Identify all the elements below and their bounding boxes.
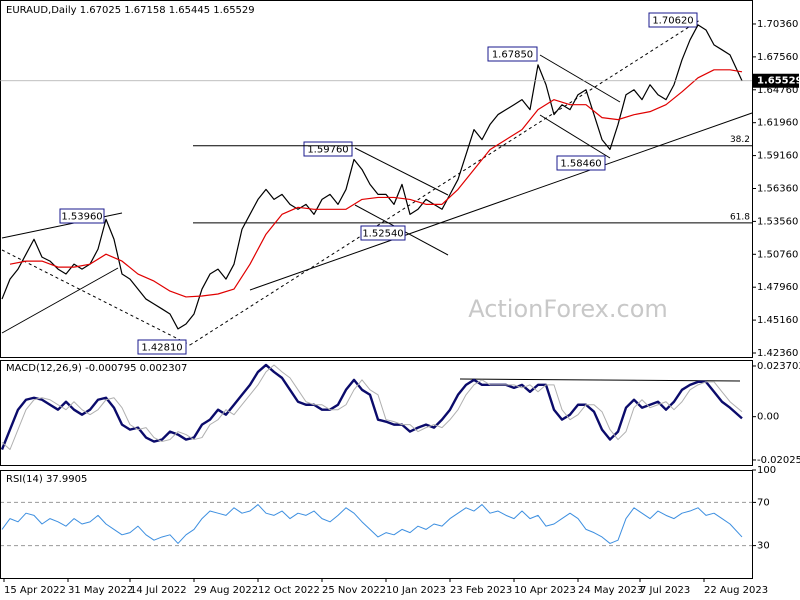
trend-line	[249, 112, 753, 291]
series-line	[1, 24, 743, 330]
panel-title: MACD(12,26,9) -0.000795 0.002307	[6, 363, 187, 374]
price-panel	[0, 0, 753, 358]
annotation-box	[137, 339, 187, 355]
x-tick-label: 23 Feb 2023	[450, 585, 512, 596]
x-tick-label: 10 Jan 2023	[386, 585, 446, 596]
x-tick-label: 24 May 2023	[578, 585, 643, 596]
annotation-box	[556, 155, 606, 171]
trend-line	[1, 249, 191, 346]
annotation-box	[59, 208, 105, 224]
x-tick-label: 7 Jul 2023	[640, 585, 690, 596]
y-tick-label: 1.42360	[757, 348, 798, 359]
y-tick-label: 1.70360	[757, 19, 798, 30]
y-tick-label: 0.00	[757, 412, 779, 423]
series-line	[1, 364, 743, 450]
y-tick-label: 0.023703	[757, 361, 800, 372]
watermark: ActionForex.com	[468, 295, 668, 323]
annotation: 1.67850	[492, 50, 533, 61]
plot-area	[1, 363, 743, 450]
x-tick-label: 12 Oct 2022	[258, 585, 320, 596]
x-tick-label: 10 Apr 2023	[514, 585, 576, 596]
panel-title: RSI(14) 37.9905	[6, 474, 87, 485]
y-tick-label: 1.64760	[757, 85, 798, 96]
annotation-box	[360, 225, 406, 241]
fib-label: 61.8	[730, 212, 750, 222]
annotation: 1.52540	[362, 229, 403, 240]
annotation: 1.58460	[560, 159, 601, 170]
trend-line	[189, 19, 701, 346]
annotation: 1.42810	[141, 343, 182, 354]
trend-line	[459, 378, 741, 382]
y-tick-label: 1.47960	[757, 282, 798, 293]
trend-line	[539, 114, 611, 159]
fib-label: 38.2	[730, 135, 750, 145]
series-line	[9, 69, 743, 298]
last-price-label: 1.65529	[757, 76, 800, 87]
trend-line	[1, 267, 119, 334]
x-tick-label: 14 Jul 2022	[130, 585, 187, 596]
y-tick-label: 1.56360	[757, 183, 798, 194]
annotation: 1.59760	[307, 145, 348, 156]
y-tick-label: 1.53560	[757, 216, 798, 227]
plot-area	[1, 24, 752, 330]
trend-line	[354, 147, 449, 196]
chart-title: EURAUD,Daily 1.67025 1.67158 1.65445 1.6…	[6, 5, 255, 16]
x-tick-label: 29 Aug 2022	[194, 585, 258, 596]
annotation-box	[648, 12, 698, 28]
trend-line	[539, 54, 621, 103]
y-tick-label: 70	[757, 497, 770, 508]
y-tick-label: 100	[757, 465, 776, 476]
annotation: 1.53960	[61, 212, 102, 223]
last-price-box	[753, 73, 799, 88]
y-tick-label: 30	[757, 541, 770, 552]
annotations: 1.70620 1.67850 1.59760 1.58460 1.53960 …	[59, 12, 698, 355]
rsi-panel	[0, 470, 753, 579]
plot-area	[1, 501, 752, 547]
x-tick-label: 25 Nov 2022	[322, 585, 386, 596]
trend-lines	[1, 19, 753, 382]
x-tick-label: 22 Aug 2023	[704, 585, 768, 596]
y-tick-label: -0.020253	[757, 455, 800, 466]
macd-panel	[0, 360, 753, 466]
y-tick-label: 1.59160	[757, 151, 798, 162]
series-line	[1, 363, 743, 450]
y-tick-label: 1.67560	[757, 52, 798, 63]
x-tick-label: 31 May 2022	[68, 585, 133, 596]
x-tick-label: 15 Apr 2022	[4, 585, 66, 596]
y-tick-label: 1.61960	[757, 118, 798, 129]
y-tick-label: 1.50760	[757, 249, 798, 260]
series-line	[1, 504, 743, 544]
annotation: 1.70620	[652, 16, 693, 27]
y-tick-label: 1.45160	[757, 315, 798, 326]
annotation-box	[487, 46, 538, 62]
